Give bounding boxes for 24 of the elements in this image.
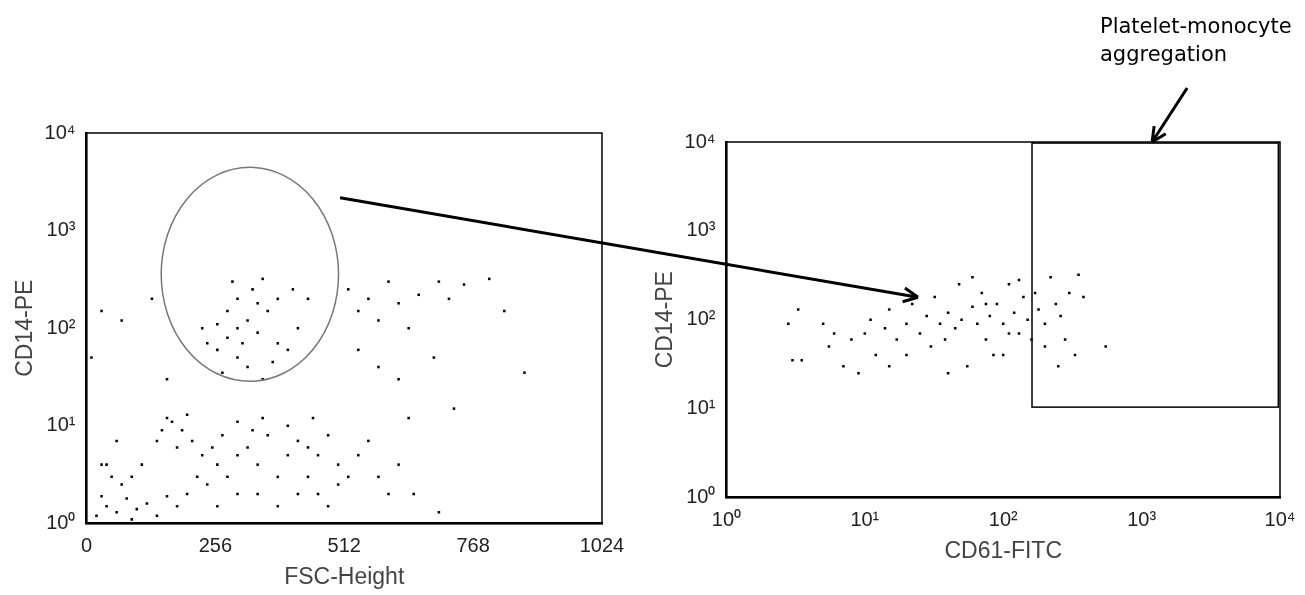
x-tick-label: 10³: [1127, 507, 1157, 530]
y-tick-label: 10¹: [686, 396, 716, 419]
y-tick-label: 10⁰: [686, 484, 716, 507]
x-tick-label: 0: [80, 533, 92, 556]
y-tick-label: 10²: [46, 315, 76, 338]
x-tick-label: 256: [198, 533, 233, 556]
x-tick-label: 768: [456, 533, 490, 556]
y-tick-label: 10³: [46, 218, 76, 241]
y-tick-label: 10⁴: [684, 129, 716, 152]
y-tick-label: 10²: [686, 307, 716, 330]
y-axis-title: CD14-PE: [651, 271, 678, 369]
text: Platelet-monocyte aggregation: [1100, 13, 1293, 69]
x-tick-label: 10¹: [850, 507, 880, 530]
y-tick-label: 10³: [686, 218, 716, 241]
y-tick-label: 10⁴: [44, 120, 76, 143]
y-tick-label: 10¹: [46, 413, 76, 436]
y-axis-title: CD14-PE: [11, 279, 38, 377]
x-axis-title: CD61-FITC: [944, 536, 1062, 563]
x-tick-label: 10⁴: [1264, 507, 1296, 530]
x-axis-title: FSC-Height: [284, 562, 405, 589]
x-tick-label: 512: [327, 533, 361, 556]
x-tick-label: 10²: [988, 507, 1019, 530]
x-tick-label: 1024: [579, 533, 625, 556]
x-tick-label: 10⁰: [711, 507, 742, 530]
